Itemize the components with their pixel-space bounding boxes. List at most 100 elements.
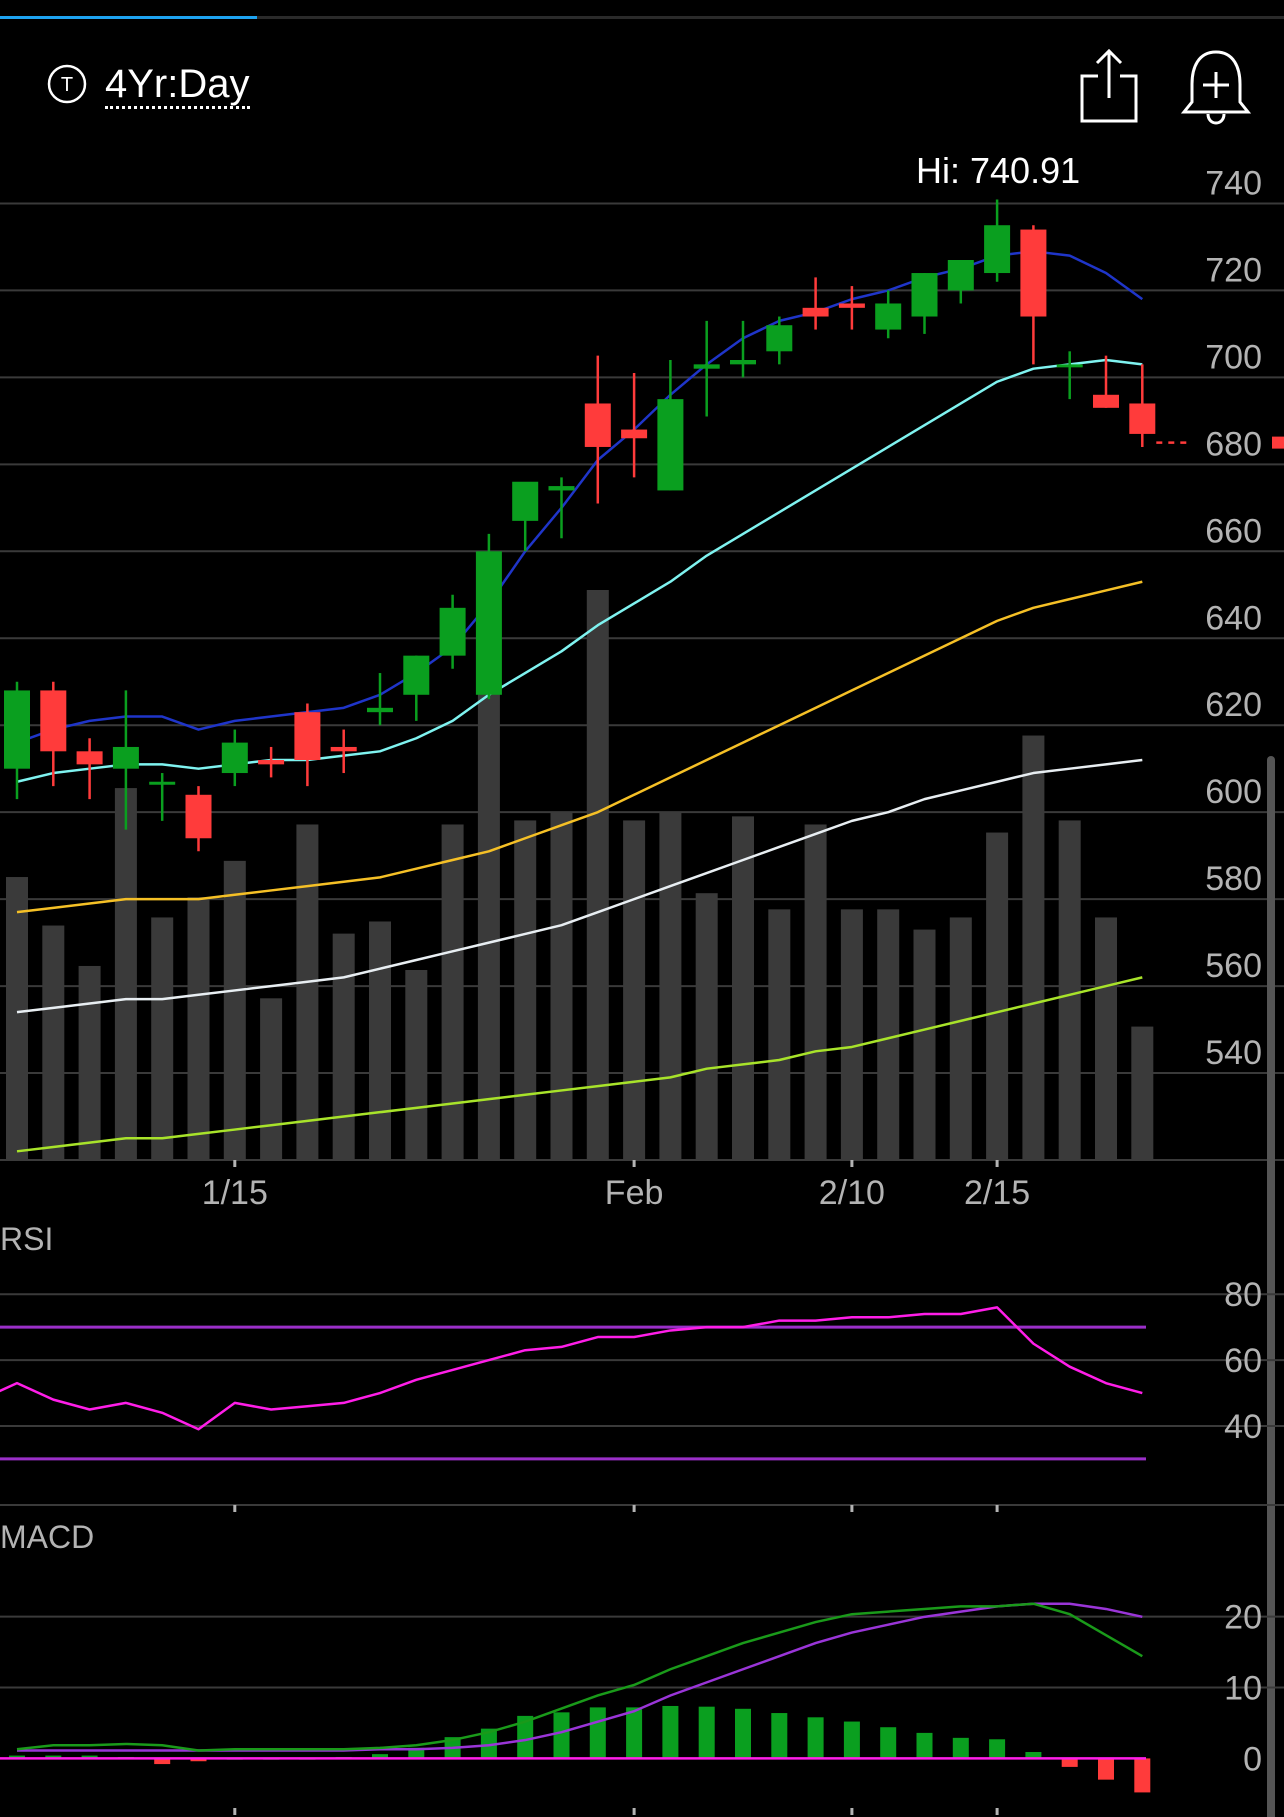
timeframe-icon-letter: T (61, 74, 73, 96)
volume-bar-16 (586, 590, 609, 1160)
y-tick-label-700: 700 (1205, 338, 1262, 376)
volume-bar-0 (6, 877, 28, 1160)
macd-histogram-bar-16 (553, 1712, 570, 1759)
rsi-tick-label-40: 40 (1224, 1408, 1262, 1446)
volume-bar-18 (659, 812, 682, 1160)
macd-histogram-bar-15 (517, 1715, 534, 1759)
macd-histogram-bar-5 (154, 1758, 171, 1765)
volume-bar-3 (114, 788, 137, 1160)
volume-bar-20 (732, 816, 754, 1160)
high-price-label: Hi: 740.91 (916, 150, 1081, 191)
volume-bar-6 (223, 860, 246, 1160)
candle-body-17 (621, 429, 648, 439)
y-tick-label-540: 540 (1205, 1034, 1262, 1072)
x-tick-label-1: 1/15 (202, 1174, 268, 1212)
macd-signal-line (17, 1602, 1143, 1752)
volume-bar-24 (877, 909, 900, 1160)
macd-histogram-bar-30 (1061, 1758, 1078, 1767)
share-icon[interactable] (1072, 46, 1142, 126)
candle-body-30 (1093, 394, 1119, 408)
macd-histogram-bar-14 (480, 1728, 497, 1759)
sma50-line (16, 580, 1143, 914)
macd-histogram-bar-31 (1098, 1758, 1114, 1780)
candle-body-20 (730, 360, 756, 365)
volume-bar-27 (986, 832, 1009, 1160)
timeframe-icon[interactable]: T (47, 64, 87, 104)
macd-tick-label-20: 20 (1224, 1599, 1262, 1637)
timeframe-selector[interactable]: 4Yr:Day (105, 62, 250, 109)
macd-histogram-bar-32 (1134, 1758, 1151, 1793)
candle-body-9 (330, 746, 357, 752)
candle-body-27 (984, 225, 1011, 274)
y-tick-label-740: 740 (1205, 164, 1262, 202)
volume-bar-13 (477, 687, 500, 1160)
ema-fast-line (16, 250, 1144, 744)
y-tick-label-620: 620 (1205, 686, 1262, 724)
candle-body-6 (221, 742, 248, 774)
volume-bar-8 (296, 824, 319, 1160)
volume-bar-10 (369, 921, 391, 1160)
macd-histogram-bar-6 (190, 1758, 207, 1762)
candle-body-22 (802, 307, 829, 317)
volume-bar-21 (768, 909, 791, 1160)
candle-body-4 (149, 781, 176, 785)
candle-body-3 (112, 746, 139, 769)
candle-body-13 (475, 551, 502, 695)
loading-progress-fill (0, 16, 257, 19)
volume-bar-19 (695, 893, 718, 1160)
volume-bar-11 (405, 970, 428, 1160)
y-tick-label-600: 600 (1205, 773, 1262, 811)
macd-histogram-bar-12 (408, 1747, 425, 1759)
candle-body-21 (766, 325, 793, 352)
candle-body-23 (838, 303, 865, 308)
candle-body-10 (367, 707, 393, 713)
y-tick-label-680: 680 (1205, 425, 1262, 463)
macd-histogram-bar-20 (698, 1706, 715, 1759)
macd-histogram-bar-19 (662, 1705, 679, 1759)
macd-histogram-bar-1 (9, 1755, 25, 1759)
candle-body-24 (875, 303, 902, 330)
rsi-tick-label-80: 80 (1224, 1276, 1262, 1314)
candle-body-31 (1129, 403, 1156, 434)
candle-body-16 (584, 403, 611, 447)
candle-body-1 (40, 690, 67, 752)
volume-bar-26 (949, 917, 972, 1160)
ema-mid-line (16, 358, 1143, 783)
y-tick-label-720: 720 (1205, 251, 1262, 289)
macd-line (16, 1602, 1143, 1752)
macd-tick-label-10: 10 (1224, 1670, 1262, 1708)
x-tick-label-3: 2/10 (819, 1174, 885, 1212)
macd-histogram-bar-2 (45, 1755, 62, 1759)
macd-histogram-bar-17 (589, 1707, 606, 1759)
volume-bar-1 (42, 925, 65, 1160)
macd-histogram-bar-23 (807, 1717, 824, 1759)
volume-bar-14 (514, 820, 537, 1160)
volume-bar-22 (804, 824, 827, 1160)
volume-bar-31 (1131, 1026, 1154, 1160)
macd-histogram-bar-18 (626, 1707, 643, 1759)
candle-body-18 (657, 399, 684, 491)
sma200-line (16, 976, 1143, 1153)
candle-body-11 (403, 655, 430, 695)
volume-bar-2 (78, 965, 101, 1160)
candle-body-7 (258, 760, 285, 765)
volume-bar-12 (441, 824, 464, 1160)
candle-body-2 (76, 751, 103, 765)
y-tick-label-640: 640 (1205, 599, 1262, 637)
macd-tick-label-0: 0 (1243, 1740, 1262, 1778)
y-tick-label-560: 560 (1205, 947, 1262, 985)
y-tick-label-660: 660 (1205, 512, 1262, 550)
candle-body-25 (911, 273, 938, 317)
macd-histogram-bar-21 (735, 1708, 751, 1759)
x-tick-label-4: 2/15 (964, 1174, 1030, 1212)
bell-plus-icon[interactable] (1178, 46, 1254, 130)
volume-bar-23 (840, 909, 863, 1160)
macd-histogram-bar-25 (880, 1727, 897, 1759)
candle-body-19 (693, 364, 720, 369)
candle-body-28 (1020, 229, 1047, 317)
macd-histogram-bar-28 (989, 1739, 1006, 1759)
volume-bar-9 (332, 933, 355, 1160)
candle-body-12 (439, 607, 466, 656)
macd-histogram-bar-24 (843, 1721, 860, 1759)
